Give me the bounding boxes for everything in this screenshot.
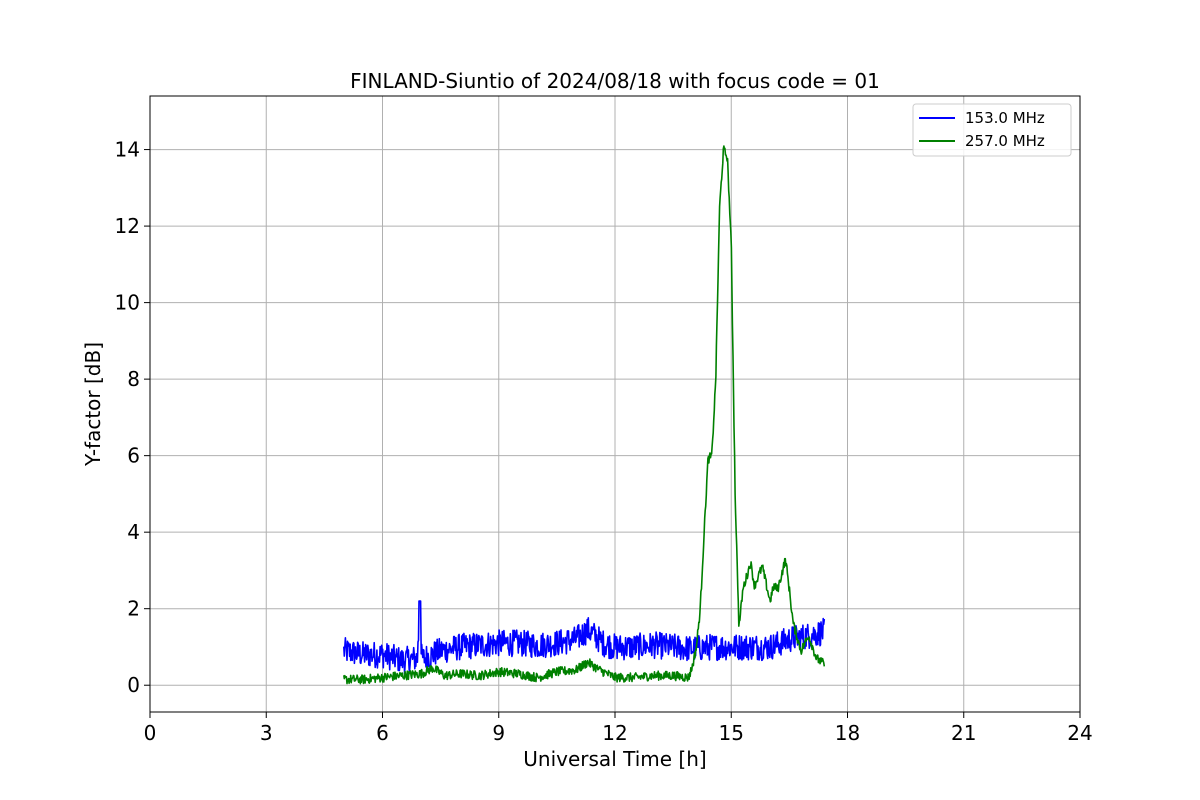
y-tick-label: 14 [115, 138, 140, 162]
series-line-0 [343, 600, 826, 674]
x-tick-label: 6 [376, 721, 389, 745]
x-tick-label: 9 [492, 721, 505, 745]
legend-label: 153.0 MHz [965, 109, 1045, 127]
chart-title: FINLAND-Siuntio of 2024/08/18 with focus… [350, 69, 880, 93]
x-tick-label: 15 [719, 721, 744, 745]
x-tick-label: 0 [144, 721, 157, 745]
y-axis-label: Y-factor [dB] [81, 342, 105, 467]
x-tick-label: 24 [1067, 721, 1092, 745]
y-tick-label: 6 [127, 444, 140, 468]
y-tick-label: 4 [127, 520, 140, 544]
x-tick-label: 18 [835, 721, 860, 745]
y-tick-label: 0 [127, 673, 140, 697]
x-tick-label: 3 [260, 721, 273, 745]
legend-label: 257.0 MHz [965, 132, 1045, 150]
y-tick-label: 2 [127, 597, 140, 621]
x-tick-label: 21 [951, 721, 976, 745]
y-tick-label: 10 [115, 291, 140, 315]
y-tick-label: 12 [115, 214, 140, 238]
series-line-1 [343, 145, 826, 685]
x-axis-label: Universal Time [h] [523, 747, 706, 771]
y-tick-label: 8 [127, 367, 140, 391]
plot-lines [343, 145, 826, 685]
x-tick-label: 12 [602, 721, 627, 745]
legend: 153.0 MHz 257.0 MHz [912, 103, 1072, 157]
